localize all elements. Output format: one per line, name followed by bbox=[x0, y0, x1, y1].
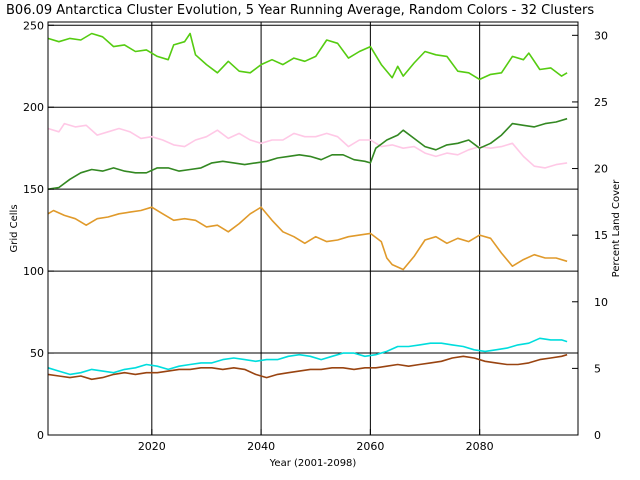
y-axis-label: Grid Cells bbox=[9, 204, 20, 252]
series-line-6 bbox=[47, 353, 568, 381]
x-axis-label: Year (2001-2098) bbox=[269, 458, 357, 469]
y2-tick-label: 5 bbox=[594, 362, 601, 375]
x-tick-label: 2040 bbox=[247, 440, 275, 453]
y2-axis-label: Percent Land Cover bbox=[611, 179, 622, 278]
y-tick-label: 250 bbox=[23, 19, 44, 32]
y-tick-label: 200 bbox=[23, 101, 44, 114]
y2-tick-label: 30 bbox=[594, 29, 608, 42]
x-tick-label: 2060 bbox=[356, 440, 384, 453]
gridlines bbox=[48, 22, 578, 435]
y2-tick-label: 20 bbox=[594, 163, 608, 176]
y-axis-ticks: 0 50 100 150 200 250 bbox=[23, 19, 54, 442]
y-tick-label: 0 bbox=[37, 429, 44, 442]
y2-tick-label: 15 bbox=[594, 229, 608, 242]
plot-frame bbox=[47, 21, 579, 436]
y2-axis-ticks: 0 5 10 15 20 25 30 bbox=[572, 29, 608, 442]
x-tick-label: 2080 bbox=[466, 440, 494, 453]
y-tick-label: 50 bbox=[30, 347, 44, 360]
x-tick-label: 2020 bbox=[138, 440, 166, 453]
series-line-2 bbox=[47, 122, 568, 169]
y-tick-label: 150 bbox=[23, 183, 44, 196]
y2-tick-label: 10 bbox=[594, 296, 608, 309]
series-group bbox=[47, 32, 568, 381]
series-line-4 bbox=[47, 206, 568, 271]
y2-tick-label: 25 bbox=[594, 96, 608, 109]
y-tick-label: 100 bbox=[23, 265, 44, 278]
y2-tick-label: 0 bbox=[594, 429, 601, 442]
series-line-5 bbox=[47, 337, 568, 376]
series-line-3 bbox=[47, 117, 568, 190]
x-axis-ticks: 2020 2040 2060 2080 bbox=[138, 429, 494, 453]
chart-title: B06.09 Antarctica Cluster Evolution, 5 Y… bbox=[6, 3, 594, 18]
series-line-1 bbox=[47, 32, 568, 81]
